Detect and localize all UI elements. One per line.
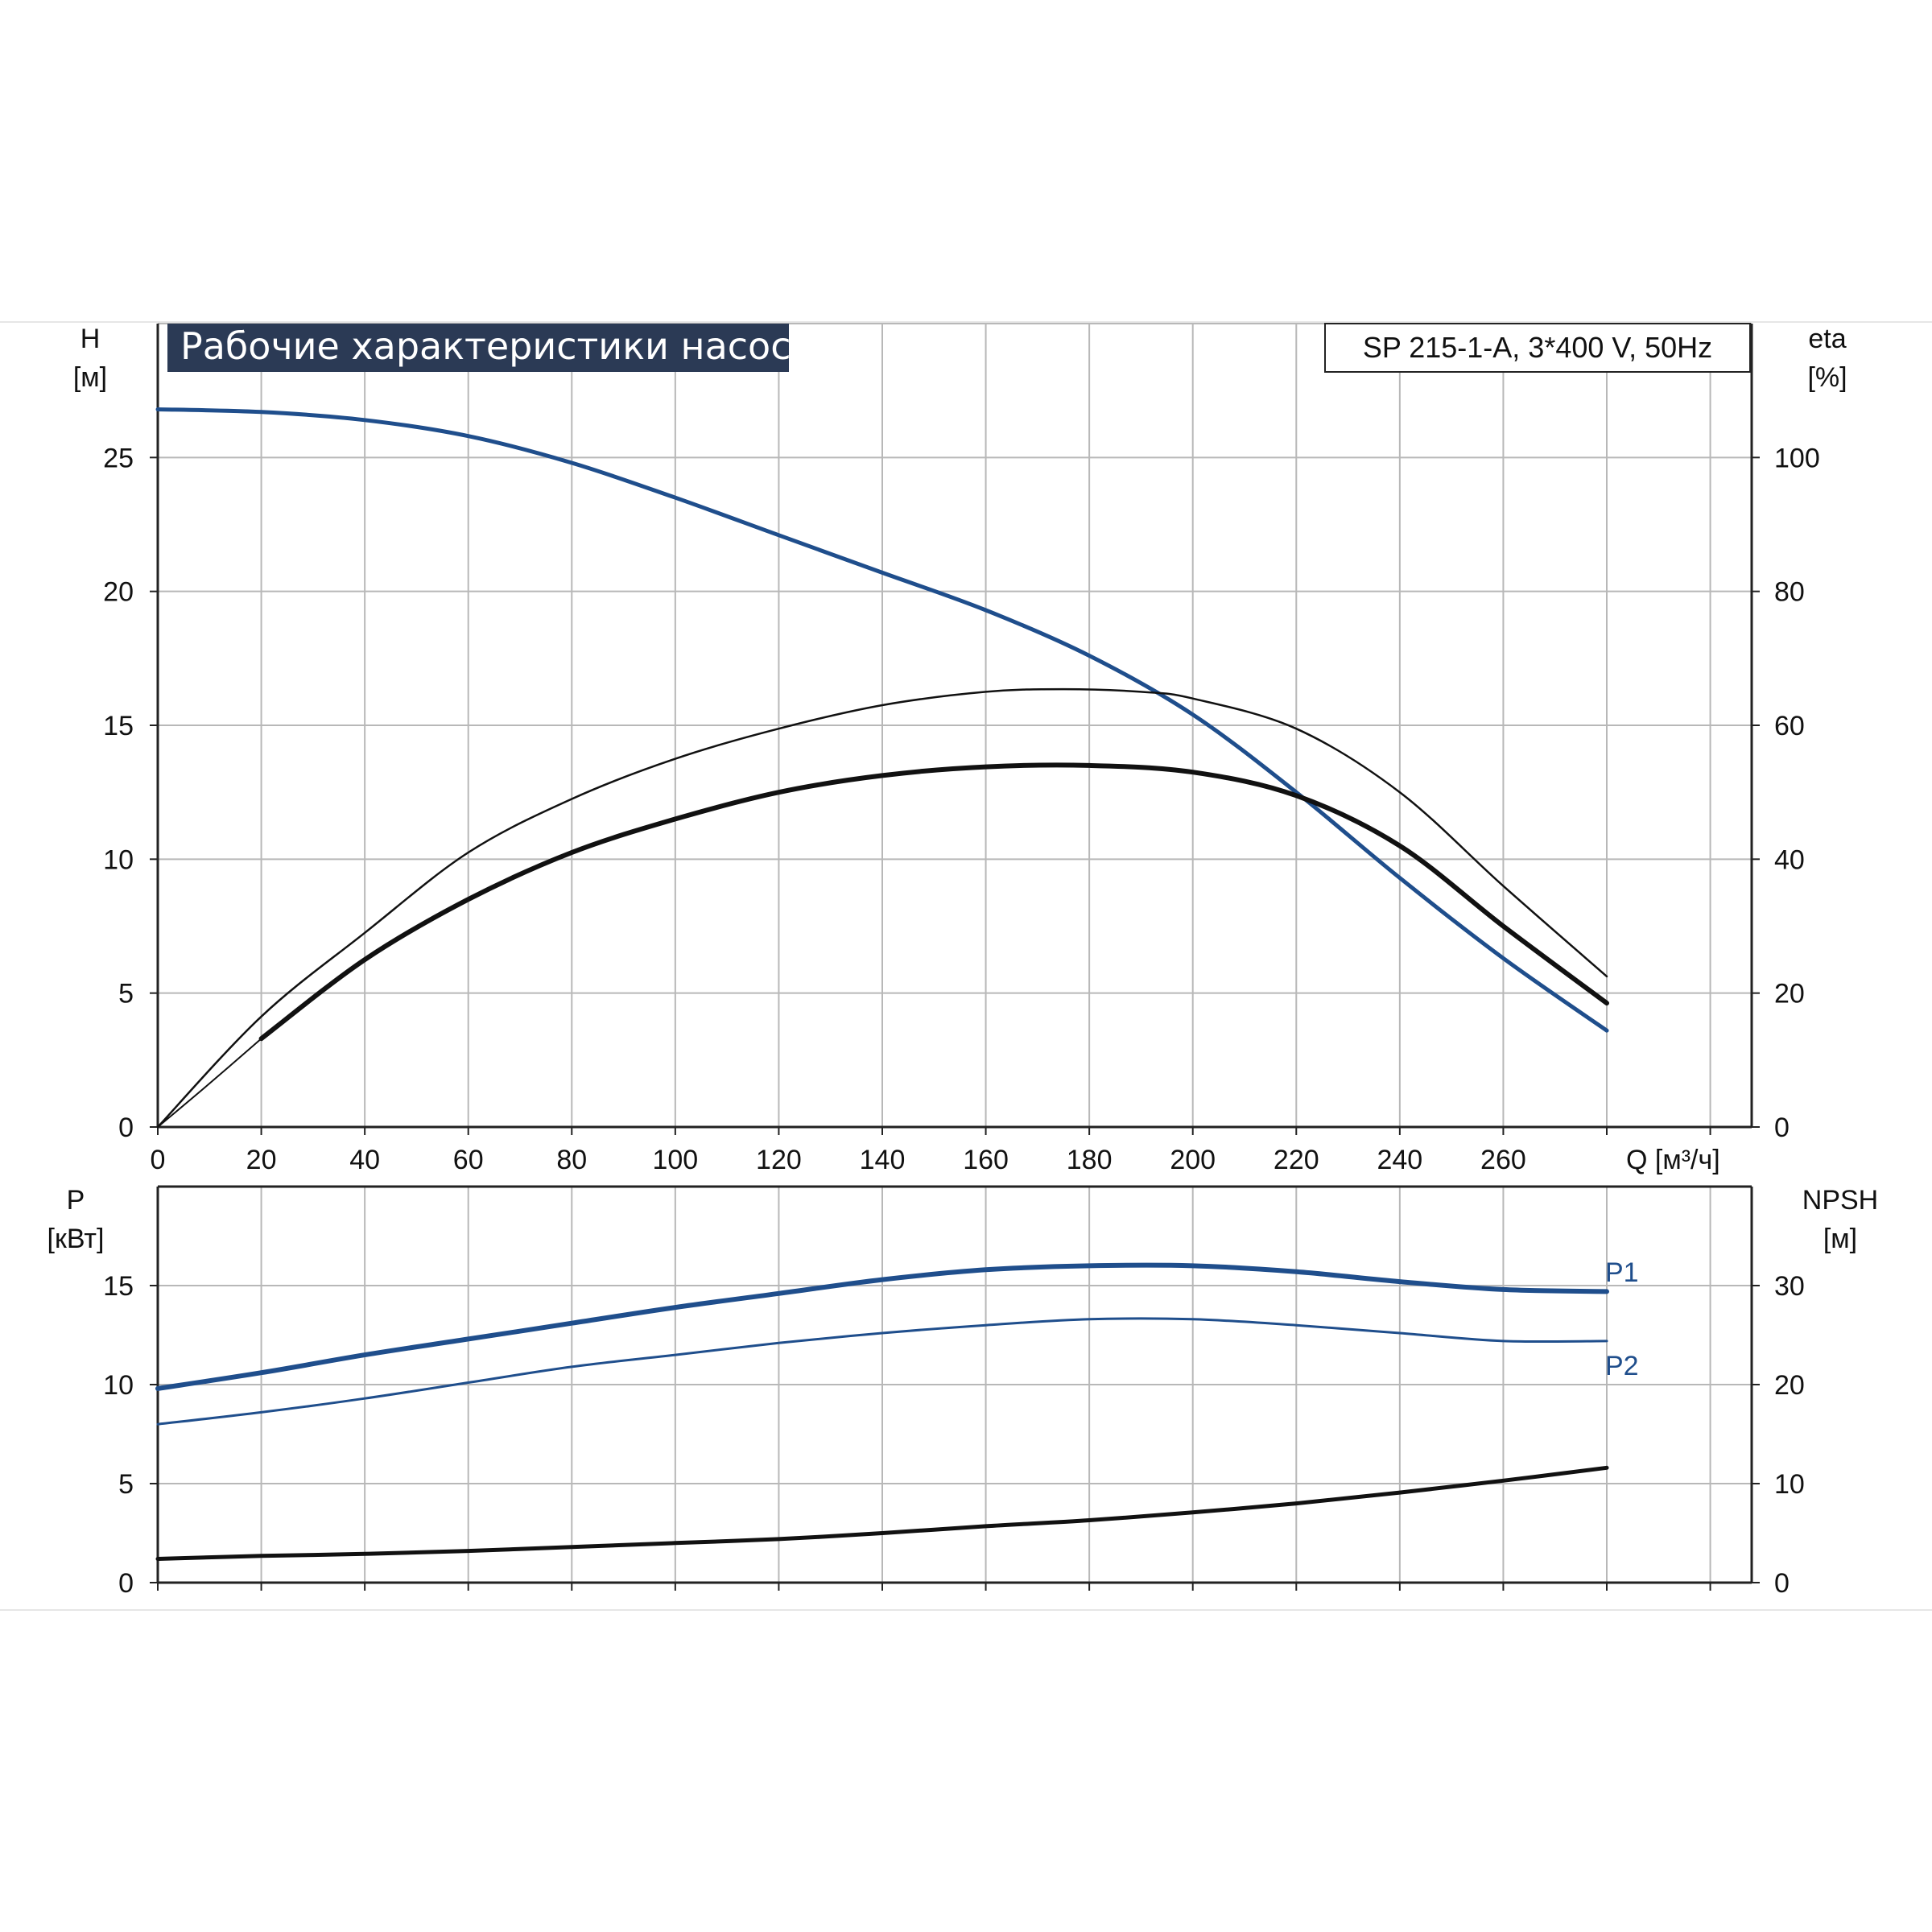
y-left-tick-label: 15 — [103, 1271, 134, 1302]
y-right-tick-label: 40 — [1774, 844, 1805, 875]
power-axis-label: P — [67, 1185, 85, 1216]
x-tick-label: 80 — [556, 1145, 587, 1175]
y-left-tick-label: 0 — [118, 1113, 134, 1143]
y-left-tick-label: 20 — [103, 577, 134, 608]
model-box — [1324, 323, 1751, 373]
x-tick-label: 100 — [652, 1145, 698, 1175]
y-left-tick-label: 5 — [118, 979, 134, 1009]
y-right-tick-label: 30 — [1774, 1271, 1805, 1302]
y-left-tick-label: 5 — [118, 1469, 134, 1500]
y-right-tick-label: 100 — [1774, 443, 1820, 473]
y-left-tick-label: 10 — [103, 1370, 134, 1401]
x-tick-label: 140 — [860, 1145, 906, 1175]
head-curve — [155, 407, 1609, 1033]
x-tick-label: 200 — [1170, 1145, 1216, 1175]
efficiency-thick-start-curve — [157, 1038, 262, 1128]
x-tick-label: 260 — [1480, 1145, 1526, 1175]
efficiency-thin-curve — [156, 687, 1608, 1129]
npsh-curve — [155, 1465, 1609, 1561]
lower-curves — [155, 1262, 1609, 1561]
x-tick-label: 160 — [963, 1145, 1009, 1175]
upper-curves — [155, 407, 1609, 1129]
x-tick-label: 240 — [1377, 1145, 1422, 1175]
x-tick-label: 40 — [349, 1145, 380, 1175]
y-left-tick-label: 15 — [103, 711, 134, 741]
eta-axis-unit: [%] — [1807, 362, 1847, 393]
npsh-axis-unit: [м] — [1823, 1224, 1857, 1254]
x-tick-label: 180 — [1067, 1145, 1113, 1175]
flow-axis-label: Q [м³/ч] — [1626, 1145, 1720, 1175]
lower-grid: 0 5 10 15 0 10 20 30 — [103, 1185, 1805, 1599]
head-axis-unit: [м] — [73, 362, 107, 393]
y-left-tick-label: 10 — [103, 844, 134, 875]
head-axis-label: H — [80, 324, 101, 354]
y-right-tick-label: 0 — [1774, 1568, 1790, 1599]
y-right-tick-label: 0 — [1774, 1113, 1790, 1143]
y-right-tick-label: 80 — [1774, 577, 1805, 608]
y-left-tick-label: 25 — [103, 443, 134, 473]
p2-curve — [156, 1317, 1608, 1426]
model-label: SP 215-1-A, 3*400 V, 50Hz — [1363, 331, 1712, 364]
title-box — [167, 324, 789, 372]
y-right-tick-label: 20 — [1774, 1370, 1805, 1401]
x-tick-label: 120 — [756, 1145, 802, 1175]
x-tick-label: 220 — [1274, 1145, 1319, 1175]
p2-label: P2 — [1605, 1351, 1639, 1381]
y-right-tick-label: 10 — [1774, 1469, 1805, 1500]
y-right-tick-label: 20 — [1774, 979, 1805, 1009]
efficiency-thick-curve — [258, 762, 1609, 1042]
power-axis-unit: [кВт] — [47, 1224, 105, 1254]
x-tick-label: 0 — [151, 1145, 166, 1175]
x-tick-label: 20 — [246, 1145, 277, 1175]
x-tick-label: 60 — [453, 1145, 484, 1175]
p1-label: P1 — [1605, 1257, 1639, 1288]
y-left-tick-label: 0 — [118, 1568, 134, 1599]
eta-axis-label: eta — [1808, 324, 1846, 354]
p1-curve — [155, 1262, 1609, 1391]
npsh-axis-label: NPSH — [1802, 1185, 1878, 1216]
chart-title: Рабочие характеристики насоса — [180, 324, 814, 368]
y-right-tick-label: 60 — [1774, 711, 1805, 741]
